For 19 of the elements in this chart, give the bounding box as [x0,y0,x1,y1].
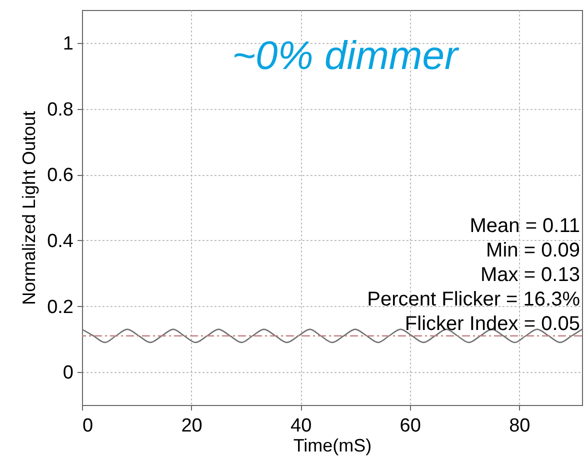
y-axis-title: Normalized Light Outout [19,110,40,306]
x-tick-label: 40 [290,416,312,436]
y-tick-label: 1 [62,33,74,54]
annotation: Percent Flicker = 16.3% [367,288,580,310]
x-tick-label: 0 [82,416,94,436]
annotation: Min = 0.09 [486,240,580,262]
y-tick-label: 0.8 [47,99,74,120]
y-tick-label: 0 [62,362,74,384]
y-tick-label: 0.2 [47,296,74,318]
x-tick-label: 60 [400,416,421,436]
y-tick-label: 0.4 [47,230,74,252]
annotation: Flicker Index = 0.05 [404,313,580,335]
x-tick-label: 20 [181,416,202,436]
annotation: ~0% dimmer [232,34,460,78]
annotation: Mean = 0.11 [470,215,580,237]
annotation: Max = 0.13 [480,264,580,286]
y-tick-label: 0.6 [47,165,74,186]
x-axis-title: Time(mS) [293,436,372,456]
x-tick-label: 80 [509,416,530,436]
